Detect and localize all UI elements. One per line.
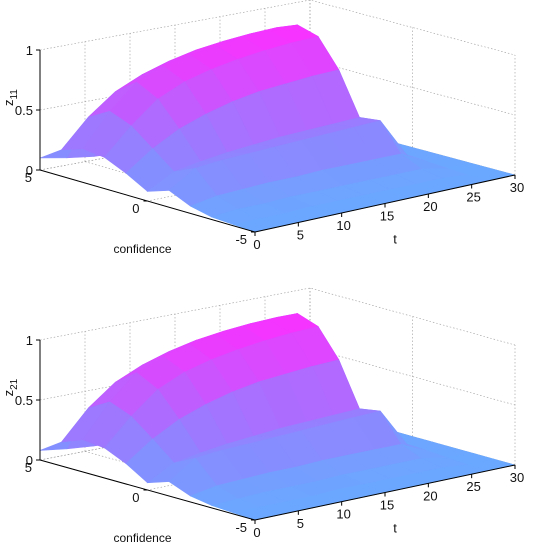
z-tick-label: 0.5 <box>15 103 33 118</box>
confidence-tick-label: 0 <box>132 490 139 505</box>
t-tick-label: 20 <box>423 199 437 214</box>
confidence-axis-title: confidence <box>113 242 171 256</box>
z-axis-title: z11 <box>1 89 20 106</box>
t-tick-label: 5 <box>297 516 304 531</box>
z-tick-label: 1 <box>26 43 33 58</box>
t-tick-label: 20 <box>423 488 437 503</box>
t-tick-label: 0 <box>253 525 260 540</box>
t-tick-label: 25 <box>466 479 480 494</box>
t-tick-label: 0 <box>253 237 260 252</box>
confidence-tick-label: 5 <box>25 170 32 185</box>
surface <box>39 24 516 233</box>
confidence-tick-label: 0 <box>132 201 139 216</box>
t-tick-label: 15 <box>380 498 394 513</box>
z-tick-label: 1 <box>26 333 33 348</box>
confidence-tick-label: -5 <box>235 520 247 535</box>
confidence-tick-label: -5 <box>235 232 247 247</box>
z-tick-label: 0 <box>26 163 33 178</box>
axes <box>36 49 516 236</box>
z-tick-label: 0 <box>26 453 33 468</box>
t-tick-label: 15 <box>380 209 394 224</box>
t-tick-label: 5 <box>297 228 304 243</box>
t-tick-label: 30 <box>510 180 524 195</box>
t-tick-label: 30 <box>510 470 524 485</box>
z-tick-label: 0.5 <box>15 393 33 408</box>
surface <box>39 312 516 521</box>
t-axis-title: t <box>393 232 397 247</box>
z-axis-title: z21 <box>1 378 20 396</box>
axes <box>36 339 516 524</box>
t-tick-label: 25 <box>466 190 480 205</box>
t-tick-label: 10 <box>336 507 350 522</box>
confidence-tick-label: 5 <box>25 460 32 475</box>
t-tick-label: 10 <box>336 218 350 233</box>
confidence-axis-title: confidence <box>113 531 171 545</box>
t-axis-title: t <box>393 521 397 536</box>
